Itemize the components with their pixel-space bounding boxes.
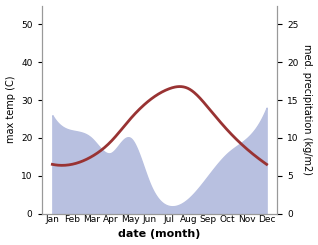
X-axis label: date (month): date (month) bbox=[118, 230, 201, 239]
Y-axis label: max temp (C): max temp (C) bbox=[5, 76, 16, 143]
Y-axis label: med. precipitation (kg/m2): med. precipitation (kg/m2) bbox=[302, 44, 313, 175]
